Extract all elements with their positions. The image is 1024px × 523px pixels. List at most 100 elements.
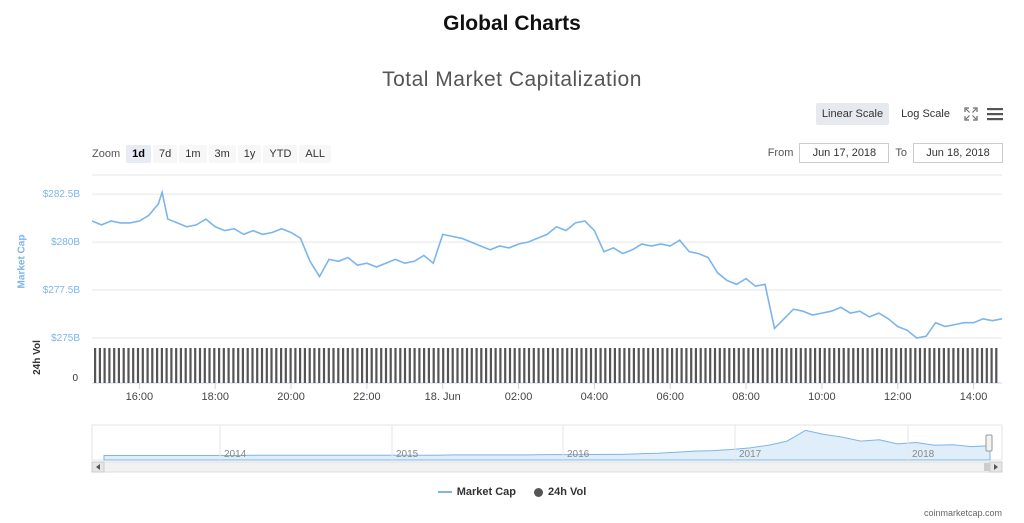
menu-icon[interactable] [986, 105, 1004, 123]
zoom-ytd-button[interactable]: YTD [263, 145, 298, 163]
zoom-label: Zoom [92, 148, 121, 160]
x-tick-label: 04:00 [581, 391, 609, 403]
log-scale-button[interactable]: Log Scale [901, 108, 950, 120]
legend-volume-label: 24h Vol [547, 486, 587, 498]
volume-bar [423, 348, 426, 383]
volume-bar [771, 348, 774, 383]
volume-bar [413, 348, 416, 383]
volume-bar [737, 348, 740, 383]
from-date-input[interactable] [799, 143, 890, 163]
y-tick-label: $282.5B [43, 189, 81, 200]
volume-bar [241, 348, 244, 383]
volume-bar [532, 348, 535, 383]
volume-bar [756, 348, 759, 383]
market-cap-series-line [91, 189, 1003, 339]
x-tick-label: 06:00 [656, 391, 684, 403]
volume-bar [623, 348, 626, 383]
volume-bar [985, 348, 988, 383]
volume-bar [947, 348, 950, 383]
volume-bar [580, 348, 583, 383]
volume-bar [375, 348, 378, 383]
legend-volume[interactable]: 24h Vol [533, 486, 587, 498]
from-label: From [767, 147, 794, 159]
volume-bar [656, 348, 659, 383]
zoom-all-button[interactable]: ALL [299, 145, 331, 163]
linear-scale-button[interactable]: Linear Scale [815, 103, 890, 125]
to-date-input[interactable] [913, 143, 1003, 163]
volume-bar [451, 348, 454, 383]
legend: Market Cap 24h Vol [0, 486, 1024, 498]
volume-bar [890, 348, 893, 383]
y-tick-label: $275B [51, 333, 80, 344]
volume-bar [141, 348, 144, 383]
volume-bar [189, 348, 192, 383]
volume-bar [675, 348, 678, 383]
volume-bar [966, 348, 969, 383]
fullscreen-icon[interactable] [962, 105, 980, 123]
volume-bar [222, 348, 225, 383]
volume-bar [823, 348, 826, 383]
volume-bar [98, 348, 101, 383]
volume-bar [680, 348, 683, 383]
volume-bar [666, 348, 669, 383]
volume-bar [790, 348, 793, 383]
volume-bar [232, 348, 235, 383]
volume-bar [299, 348, 302, 383]
x-tick-label: 18:00 [201, 391, 229, 403]
navigator-handle[interactable] [985, 434, 993, 452]
date-range-selector: From To [768, 143, 1003, 163]
zoom-1y-button[interactable]: 1y [237, 145, 262, 163]
navigator-year-label: 2016 [567, 449, 590, 460]
volume-bar [356, 348, 359, 383]
volume-bar [837, 348, 841, 383]
volume-bar [332, 348, 335, 383]
volume-bar [904, 348, 907, 383]
volume-bar [785, 348, 788, 383]
volume-bar [809, 348, 812, 383]
volume-bar [523, 348, 526, 383]
volume-bar [799, 348, 802, 383]
volume-bar [485, 348, 488, 383]
volume-bar [370, 348, 373, 383]
zoom-1d-button[interactable]: 1d [126, 145, 151, 163]
volume-bar [570, 348, 573, 383]
volume-bar [594, 348, 597, 383]
volume-bar [933, 348, 936, 383]
zoom-selector: Zoom 1d 7d 1m 3m 1y YTD ALL [92, 144, 331, 164]
zoom-7d-button[interactable]: 7d [152, 145, 178, 163]
credits-link[interactable]: coinmarketcap.com [923, 508, 1002, 518]
volume-bar [480, 348, 483, 383]
zoom-1m-button[interactable]: 1m [179, 145, 207, 163]
volume-bar [833, 348, 836, 383]
volume-bar [632, 348, 635, 383]
volume-bar [914, 348, 917, 383]
volume-bar [251, 348, 254, 383]
x-tick-label: 12:00 [884, 391, 912, 403]
volume-bar [928, 348, 931, 383]
volume-bar [971, 348, 974, 383]
volume-bar [322, 348, 326, 383]
volume-bar [213, 348, 216, 383]
volume-bar [156, 348, 159, 383]
y-tick-label: $280B [51, 237, 80, 248]
navigator-series [103, 429, 991, 461]
volume-bar [303, 348, 306, 383]
volume-bar [852, 348, 855, 383]
legend-market-cap[interactable]: Market Cap [437, 486, 516, 498]
volume-bar [918, 348, 922, 383]
volume-bar [260, 348, 264, 383]
volume-bar [527, 348, 531, 383]
volume-dot-icon [533, 487, 543, 497]
scrollbar-track[interactable] [91, 461, 1003, 473]
zoom-3m-button[interactable]: 3m [208, 145, 236, 163]
scrollbar-thumb[interactable] [984, 463, 990, 471]
volume-bar [179, 348, 182, 383]
volume-bar [847, 348, 850, 383]
volume-bar [399, 348, 402, 383]
volume-bar [465, 348, 469, 383]
volume-bar [160, 348, 163, 383]
scroll-right-icon [994, 464, 998, 470]
volume-bar [127, 348, 130, 383]
volume-bar [346, 348, 349, 383]
volume-bar [403, 348, 407, 383]
